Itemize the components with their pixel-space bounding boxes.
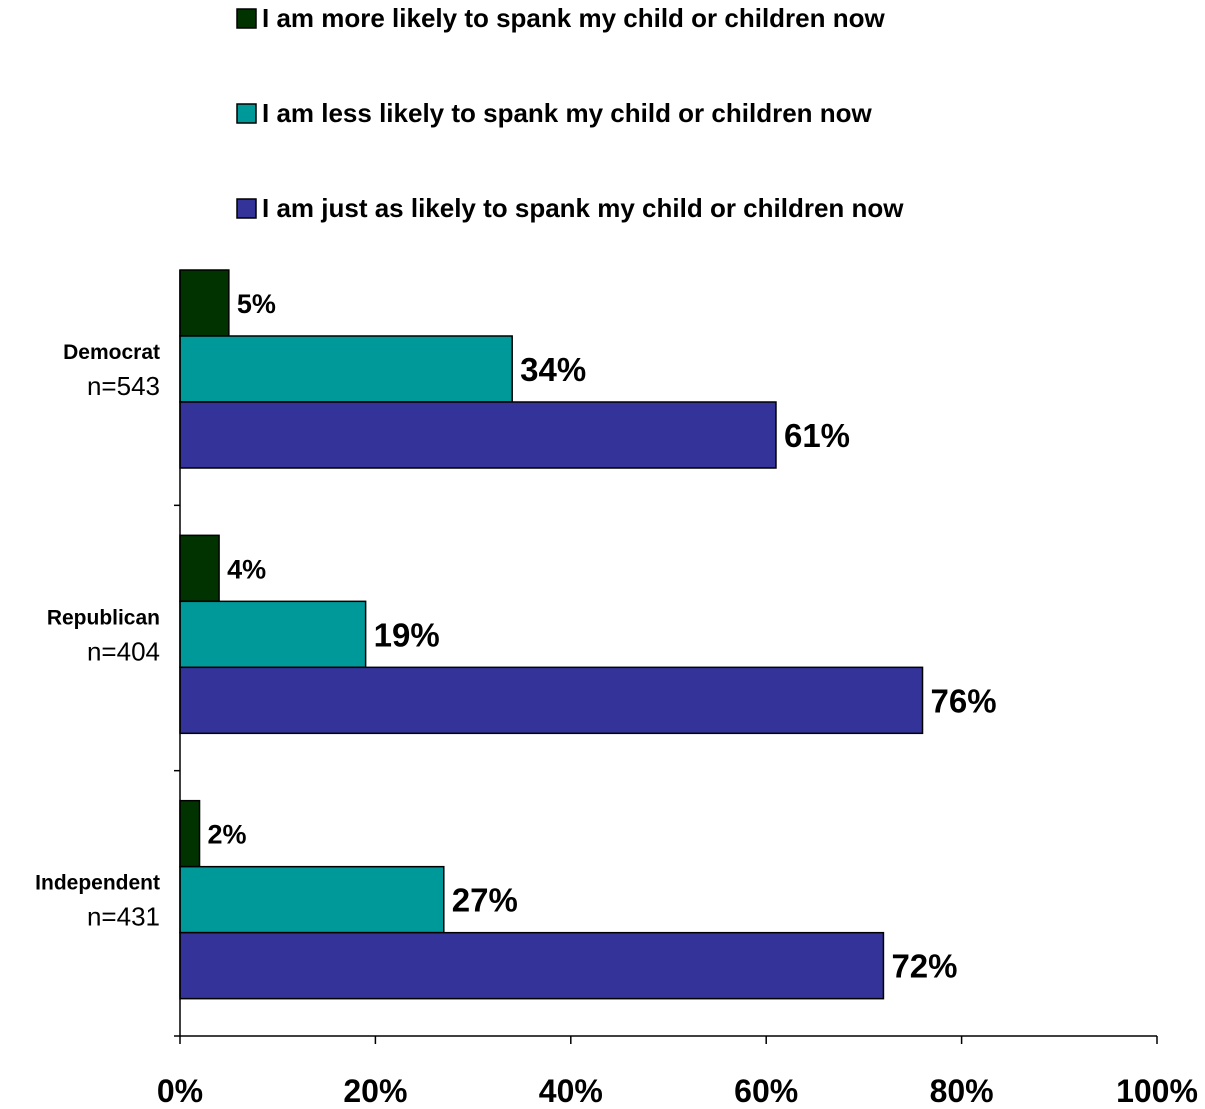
x-tick-label: 60% [734, 1073, 798, 1109]
data-label: 76% [931, 682, 997, 719]
legend-label-1: I am more likely to spank my child or ch… [262, 3, 885, 33]
category-sample-size: n=404 [87, 636, 160, 666]
data-label: 34% [520, 351, 586, 388]
legend-label-3: I am just as likely to spank my child or… [262, 193, 904, 223]
legend-swatch-2 [236, 103, 257, 124]
bar-democrat-2 [179, 335, 513, 403]
data-label: 2% [208, 820, 247, 850]
category-sample-size: n=543 [87, 371, 160, 401]
data-label: 5% [237, 289, 276, 319]
data-label: 19% [374, 616, 440, 653]
legend: I am more likely to spank my child or ch… [236, 3, 904, 223]
bar-republican-3 [179, 666, 924, 735]
data-label: 72% [891, 948, 957, 985]
bar-republican-2 [179, 600, 367, 669]
x-tick-label: 80% [930, 1073, 994, 1109]
bars: 5% 34% 61% 4% 19% 76% 2% 27% 72% [179, 269, 997, 1000]
data-label: 61% [784, 417, 850, 454]
legend-label-2: I am less likely to spank my child or ch… [262, 98, 873, 128]
legend-swatch-3 [236, 198, 257, 219]
bar-republican-1 [179, 534, 220, 603]
bar-democrat-1 [179, 269, 230, 337]
bar-democrat-3 [179, 401, 777, 469]
legend-swatch-1 [236, 8, 257, 29]
x-tick-label: 40% [539, 1073, 603, 1109]
data-label: 4% [227, 554, 266, 584]
category-label: Republican [47, 606, 160, 629]
bar-independent-1 [179, 799, 201, 868]
x-tick-label: 0% [157, 1073, 203, 1109]
bar-independent-3 [179, 931, 885, 1000]
data-label: 27% [452, 882, 518, 919]
x-tick-label: 100% [1116, 1073, 1198, 1109]
x-tick-label: 20% [343, 1073, 407, 1109]
bar-independent-2 [179, 865, 445, 934]
axes: Democrat n=543 Republican n=404 Independent n… [35, 270, 1198, 1109]
category-label: Independent [35, 872, 160, 895]
category-label: Democrat [63, 341, 160, 364]
category-sample-size: n=431 [87, 902, 160, 932]
